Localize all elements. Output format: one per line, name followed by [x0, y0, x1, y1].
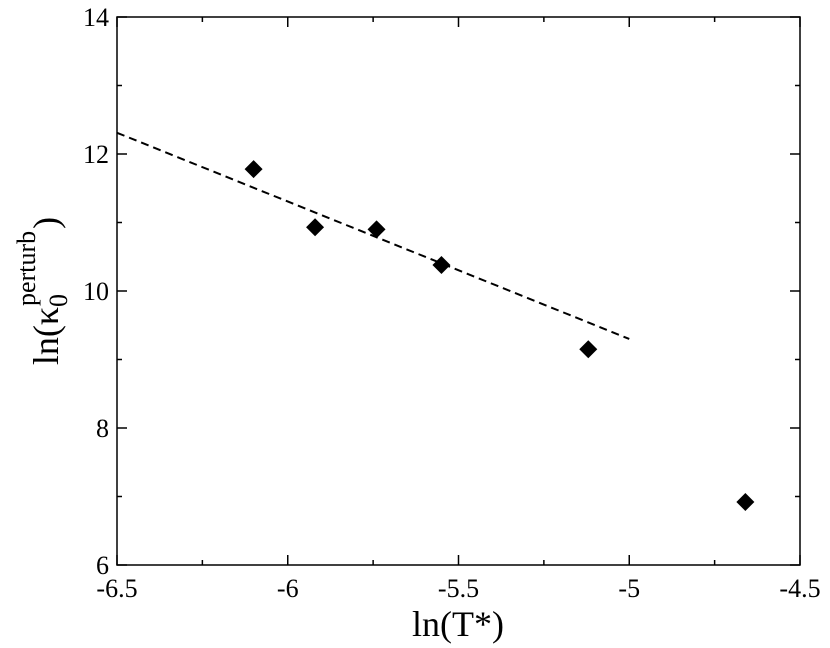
data-points: [244, 160, 755, 511]
tick-labels: -6.5 -6 -5.5 -5 -4.5 6 8 10 12 14: [83, 3, 821, 603]
x-tick-label: -5: [618, 574, 640, 603]
data-point-diamond: [306, 218, 325, 237]
x-tick-label: -6.5: [96, 574, 137, 603]
y-tick-label: 12: [83, 140, 109, 169]
y-axis-title-main: ln(κ: [26, 307, 66, 365]
data-point-diamond: [736, 492, 755, 511]
fit-line: [116, 131, 630, 340]
x-axis-title: ln(T*): [412, 604, 504, 644]
x-tick-label: -6: [277, 574, 299, 603]
x-tick-label: -4.5: [779, 574, 820, 603]
data-point-diamond: [579, 340, 598, 359]
plot-frame: [116, 16, 801, 566]
y-tick-label: 6: [96, 551, 109, 580]
data-point-diamond: [244, 160, 263, 179]
y-axis-title-superscript: perturb: [12, 231, 41, 306]
data-point-diamond: [432, 255, 451, 274]
data-point-diamond: [367, 220, 386, 239]
axis-ticks: [116, 16, 801, 566]
x-tick-label: -5.5: [438, 574, 479, 603]
y-axis-title-close: ): [26, 217, 66, 229]
y-axis-title-subscript: 0: [44, 294, 73, 307]
y-tick-label: 14: [83, 3, 109, 32]
y-axis-title: ln(κ0perturb): [12, 217, 73, 365]
y-axis-title-text: ln(κ0perturb): [12, 217, 73, 365]
y-tick-label: 8: [96, 414, 109, 443]
fit-line-group: [116, 131, 630, 340]
y-tick-label: 10: [83, 277, 109, 306]
